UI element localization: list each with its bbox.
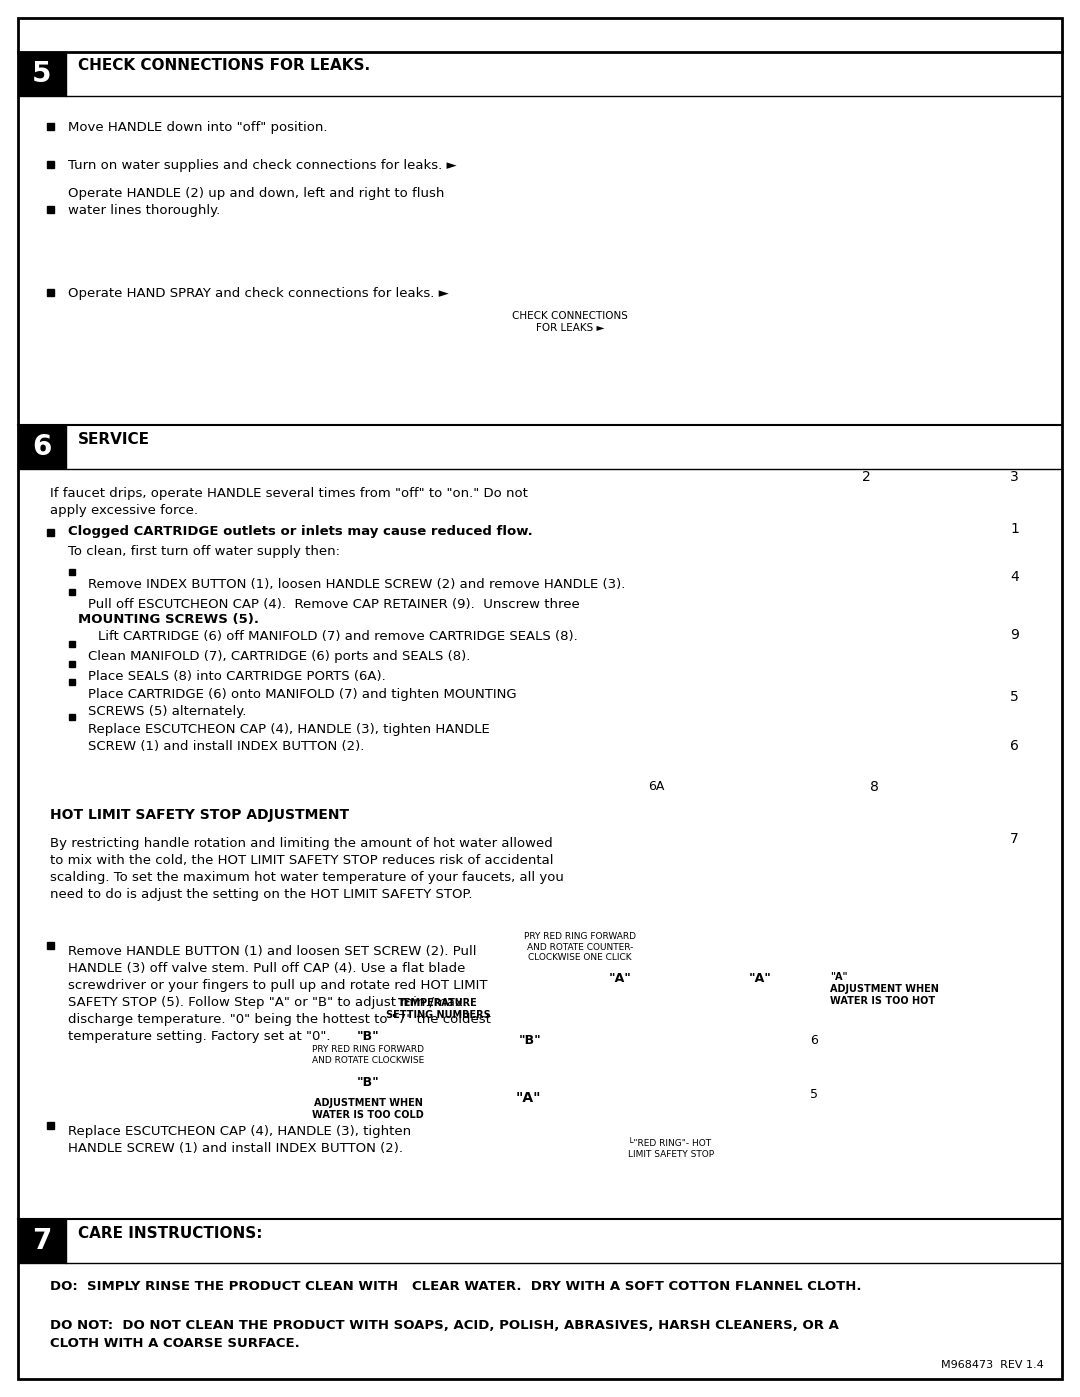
- Text: HOT LIMIT SAFETY STOP ADJUSTMENT: HOT LIMIT SAFETY STOP ADJUSTMENT: [50, 807, 349, 821]
- Bar: [69, 714, 75, 719]
- Text: Turn on water supplies and check connections for leaks. ►: Turn on water supplies and check connect…: [68, 159, 457, 172]
- Text: 2: 2: [862, 469, 870, 483]
- Text: DO NOT:  DO NOT CLEAN THE PRODUCT WITH SOAPS, ACID, POLISH, ABRASIVES, HARSH CLE: DO NOT: DO NOT CLEAN THE PRODUCT WITH SO…: [50, 1319, 839, 1350]
- Bar: [69, 569, 75, 576]
- Text: MOUNTING SCREWS (5).: MOUNTING SCREWS (5).: [78, 613, 259, 626]
- Text: Operate HAND SPRAY and check connections for leaks. ►: Operate HAND SPRAY and check connections…: [68, 286, 449, 300]
- Text: PRY RED RING FORWARD
AND ROTATE COUNTER-
CLOCKWISE ONE CLICK: PRY RED RING FORWARD AND ROTATE COUNTER-…: [524, 932, 636, 963]
- Text: Remove HANDLE BUTTON (1) and loosen SET SCREW (2). Pull
HANDLE (3) off valve ste: Remove HANDLE BUTTON (1) and loosen SET …: [68, 944, 491, 1044]
- Text: 6A: 6A: [648, 781, 664, 793]
- Text: Clogged CARTRIDGE outlets or inlets may cause reduced flow.: Clogged CARTRIDGE outlets or inlets may …: [68, 525, 532, 538]
- Text: 5: 5: [1010, 690, 1018, 704]
- Text: CHECK CONNECTIONS FOR LEAKS.: CHECK CONNECTIONS FOR LEAKS.: [78, 59, 370, 74]
- Bar: [46, 942, 54, 949]
- Text: To clean, first turn off water supply then:: To clean, first turn off water supply th…: [68, 545, 340, 557]
- Bar: [46, 1122, 54, 1129]
- Text: 9: 9: [1010, 629, 1018, 643]
- Text: └"RED RING"- HOT
LIMIT SAFETY STOP: └"RED RING"- HOT LIMIT SAFETY STOP: [627, 1140, 714, 1158]
- Text: Remove INDEX BUTTON (1), loosen HANDLE SCREW (2) and remove HANDLE (3).: Remove INDEX BUTTON (1), loosen HANDLE S…: [87, 578, 625, 591]
- Text: Replace ESCUTCHEON CAP (4), HANDLE (3), tighten HANDLE
SCREW (1) and install IND: Replace ESCUTCHEON CAP (4), HANDLE (3), …: [87, 724, 489, 753]
- Bar: [18, 425, 66, 469]
- Text: "A": "A": [748, 972, 771, 985]
- Text: Replace ESCUTCHEON CAP (4), HANDLE (3), tighten
HANDLE SCREW (1) and install IND: Replace ESCUTCHEON CAP (4), HANDLE (3), …: [68, 1125, 411, 1155]
- Text: Place CARTRIDGE (6) onto MANIFOLD (7) and tighten MOUNTING
SCREWS (5) alternatel: Place CARTRIDGE (6) onto MANIFOLD (7) an…: [87, 687, 516, 718]
- Text: 8: 8: [870, 780, 879, 793]
- Text: If faucet drips, operate HANDLE several times from "off" to "on." Do not
apply e: If faucet drips, operate HANDLE several …: [50, 488, 528, 517]
- Text: "B": "B": [356, 1076, 379, 1088]
- Bar: [46, 161, 54, 168]
- Bar: [46, 528, 54, 535]
- Text: M968473  REV 1.4: M968473 REV 1.4: [942, 1361, 1044, 1370]
- Text: DO:  SIMPLY RINSE THE PRODUCT CLEAN WITH   CLEAR WATER.  DRY WITH A SOFT COTTON : DO: SIMPLY RINSE THE PRODUCT CLEAN WITH …: [50, 1281, 862, 1294]
- Text: 5: 5: [810, 1088, 818, 1101]
- Text: 5: 5: [32, 60, 52, 88]
- Bar: [69, 641, 75, 647]
- Text: 7: 7: [32, 1227, 52, 1255]
- Text: 4: 4: [1010, 570, 1018, 584]
- Text: Place SEALS (8) into CARTRIDGE PORTS (6A).: Place SEALS (8) into CARTRIDGE PORTS (6A…: [87, 671, 386, 683]
- Text: Lift CARTRIDGE (6) off MANIFOLD (7) and remove CARTRIDGE SEALS (8).: Lift CARTRIDGE (6) off MANIFOLD (7) and …: [98, 630, 578, 643]
- Bar: [69, 679, 75, 685]
- Text: CHECK CONNECTIONS
FOR LEAKS ►: CHECK CONNECTIONS FOR LEAKS ►: [512, 312, 627, 332]
- Text: Move HANDLE down into "off" position.: Move HANDLE down into "off" position.: [68, 122, 327, 134]
- Text: 7: 7: [1010, 833, 1018, 847]
- Text: ADJUSTMENT WHEN
WATER IS TOO COLD: ADJUSTMENT WHEN WATER IS TOO COLD: [312, 1098, 423, 1120]
- Bar: [18, 52, 66, 96]
- Text: By restricting handle rotation and limiting the amount of hot water allowed
to m: By restricting handle rotation and limit…: [50, 837, 564, 901]
- Bar: [46, 289, 54, 296]
- Text: CARE INSTRUCTIONS:: CARE INSTRUCTIONS:: [78, 1225, 262, 1241]
- Text: "A": "A": [515, 1091, 541, 1105]
- Bar: [46, 205, 54, 212]
- Text: 6: 6: [810, 1034, 818, 1046]
- Text: "A": "A": [608, 972, 632, 985]
- Text: Pull off ESCUTCHEON CAP (4).  Remove CAP RETAINER (9).  Unscrew three: Pull off ESCUTCHEON CAP (4). Remove CAP …: [87, 598, 580, 610]
- Text: Clean MANIFOLD (7), CARTRIDGE (6) ports and SEALS (8).: Clean MANIFOLD (7), CARTRIDGE (6) ports …: [87, 650, 471, 664]
- Text: 6: 6: [32, 433, 52, 461]
- Text: PRY RED RING FORWARD
AND ROTATE CLOCKWISE: PRY RED RING FORWARD AND ROTATE CLOCKWIS…: [312, 1045, 424, 1065]
- Bar: [69, 590, 75, 595]
- Text: TEMPERATURE
SETTING NUMBERS: TEMPERATURE SETTING NUMBERS: [386, 999, 490, 1020]
- Bar: [69, 661, 75, 666]
- Text: "A"
ADJUSTMENT WHEN
WATER IS TOO HOT: "A" ADJUSTMENT WHEN WATER IS TOO HOT: [831, 972, 939, 1006]
- Text: 1: 1: [1010, 522, 1018, 536]
- Text: SERVICE: SERVICE: [78, 432, 150, 447]
- Text: 3: 3: [1010, 469, 1018, 483]
- Bar: [46, 123, 54, 130]
- Bar: [18, 1220, 66, 1263]
- Text: "B": "B": [356, 1031, 379, 1044]
- Text: "B": "B": [518, 1034, 541, 1046]
- Text: Operate HANDLE (2) up and down, left and right to flush
water lines thoroughly.: Operate HANDLE (2) up and down, left and…: [68, 187, 444, 217]
- Text: 6: 6: [1010, 739, 1018, 753]
